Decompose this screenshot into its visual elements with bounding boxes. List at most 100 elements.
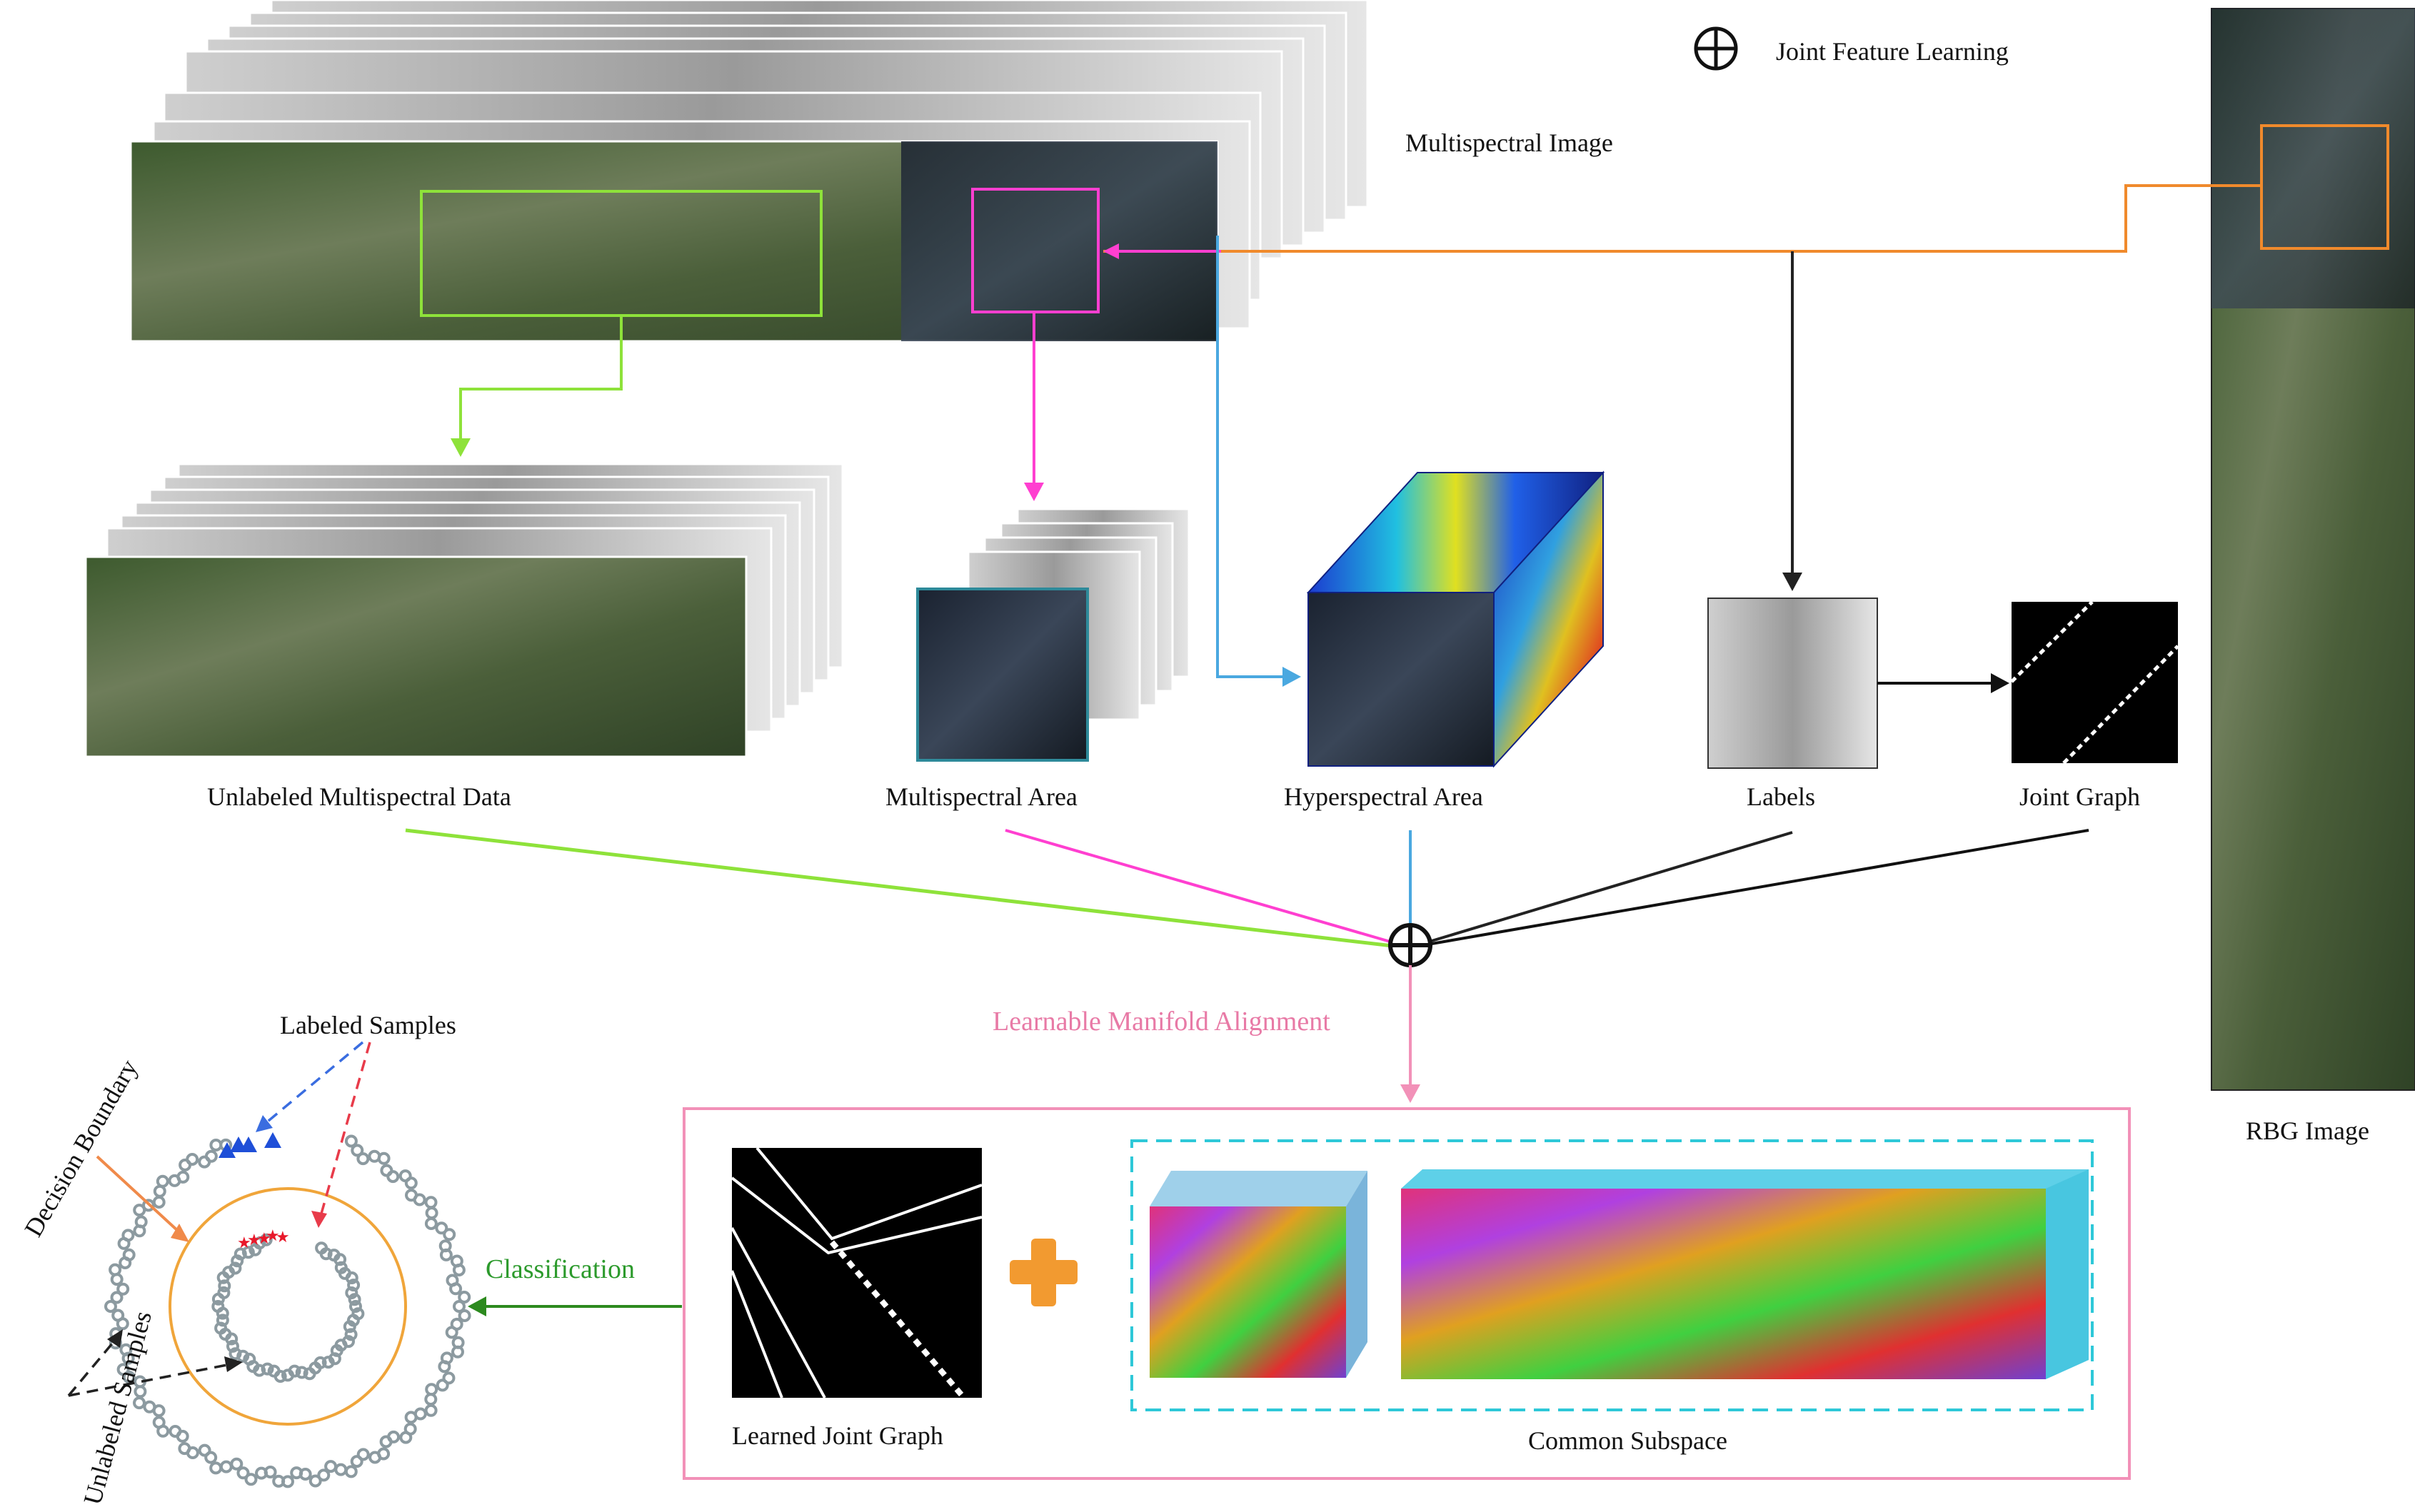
sample-point [458,1309,471,1322]
hs-area-label: Hyperspectral Area [1284,782,1483,811]
sample-point [216,1314,229,1327]
classification-result: ★★★ ★★ [104,1132,471,1488]
sample-point [345,1271,358,1284]
sample-point [442,1371,456,1385]
sample-point [121,1229,135,1242]
sample-point [272,1474,286,1488]
green-arrow-classification [468,1296,682,1316]
sample-point [211,1300,225,1313]
sample-point [259,1233,273,1246]
sample-point [119,1343,133,1356]
sample-point [425,1206,438,1220]
sample-point [445,1326,458,1339]
labeled-samples-arrows [256,1041,371,1228]
sample-point [368,1451,382,1464]
sample-point [204,1451,218,1464]
multispectral-image-stack [129,0,1369,343]
sample-point [350,1455,363,1468]
sample-point [424,1393,438,1406]
sample-point [133,1396,146,1410]
convergence-lines [405,828,2089,948]
sample-point [152,1196,166,1209]
sample-point [169,1425,182,1438]
sample-point [156,1174,169,1188]
sample-point [152,1416,166,1429]
sample-point [443,1228,456,1241]
labeled-samples-label: Labeled Samples [280,1011,456,1039]
decision-boundary-arrow [96,1155,189,1242]
sample-point [458,1291,471,1304]
sample-point [143,1400,156,1413]
sample-point [229,1347,242,1361]
sample-point [234,1247,247,1261]
black-arrow-labels [1782,251,1802,591]
ms-area-stack [916,508,1190,762]
sample-point [209,1461,223,1475]
sample-point [204,1149,218,1163]
sample-point [319,1247,333,1261]
blue-arrow-hs-area [1216,236,1301,687]
common-subspace-box [1130,1139,2094,1411]
sample-point [377,1151,391,1165]
lma-label: Learnable Manifold Alignment [993,1007,1330,1037]
sample-point [356,1448,370,1461]
sample-point [110,1291,124,1304]
sample-point [424,1217,438,1230]
sample-point [214,1321,228,1335]
multispectral-image-label: Multispectral Image [1405,128,1613,157]
unlabeled-sample-points [104,1134,471,1488]
sample-point [317,1468,331,1482]
labeled-blue-samples [219,1132,281,1158]
sample-point [438,1360,451,1374]
sample-point [236,1466,250,1480]
sample-point [344,1134,358,1148]
sample-point [435,1221,448,1235]
sample-point [347,1279,361,1292]
sample-point [356,1152,370,1166]
ms-area-label: Multispectral Area [885,782,1078,811]
subspace-small-cube [1150,1171,1367,1378]
sample-point [198,1443,211,1457]
pink-arrow-lma [1400,965,1420,1103]
sample-point [241,1246,255,1259]
decision-boundary-label: Decision Boundary [19,1054,143,1241]
sample-point [345,1286,358,1299]
sample-point [348,1293,361,1306]
svg-text:★: ★ [276,1229,290,1246]
sample-point [261,1362,274,1376]
labeled-red-samples: ★★★ ★★ [237,1227,290,1252]
sample-point [344,1328,358,1341]
sample-point [226,1339,239,1353]
sample-point [399,1431,413,1444]
sample-point [104,1300,117,1313]
sample-point [122,1248,136,1261]
labels-image [1707,598,1878,769]
sample-point [449,1282,463,1296]
sample-point [267,1364,281,1378]
svg-text:★: ★ [257,1230,271,1248]
sample-point [424,1403,438,1417]
green-arrow-unlabeled [451,316,623,457]
sample-point [134,1215,148,1229]
plus-icon [1010,1239,1078,1306]
sample-point [333,1253,347,1266]
sample-point [349,1300,362,1313]
sample-point [253,1236,266,1250]
learned-joint-graph-image [730,1146,983,1400]
sample-point [244,1473,258,1486]
sample-point [218,1279,231,1293]
sample-point [116,1282,130,1296]
learned-joint-graph-label: Learned Joint Graph [732,1421,943,1450]
sample-point [439,1248,453,1261]
sample-point [217,1286,231,1299]
sample-point [424,1196,438,1209]
sample-point [452,1264,466,1276]
unlabeled-ms-data-label: Unlabeled Multispectral Data [207,782,511,811]
labels-label: Labels [1747,782,1815,811]
sample-point [295,1366,308,1379]
sample-point [321,1356,335,1369]
sample-point [111,1309,125,1322]
decision-boundary-circle [169,1187,407,1426]
classification-label: Classification [486,1254,635,1284]
orange-connector [1103,184,2261,259]
